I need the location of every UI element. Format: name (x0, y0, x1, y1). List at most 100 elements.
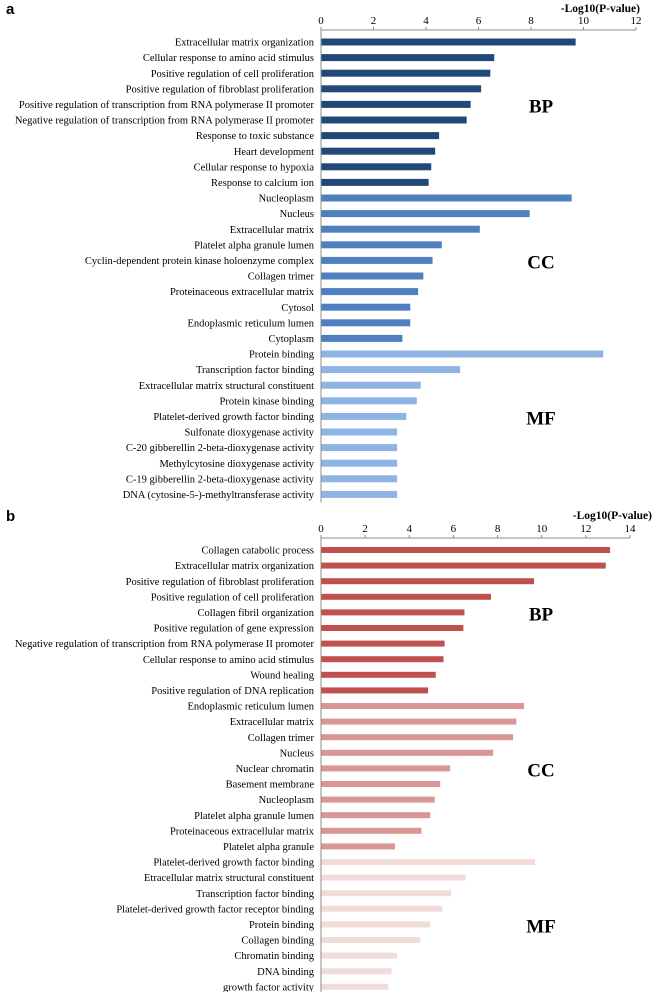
panel-b-bar (321, 812, 431, 819)
panel-b-category-label: Proteinaceous extracellular matrix (170, 826, 315, 837)
panel-a-bar (321, 210, 530, 218)
panel-a-category-label: C-20 gibberellin 2-beta-dioxygenase acti… (126, 443, 315, 454)
panel-a-category-label: Collagen trimer (248, 272, 315, 283)
panel-b-category-label: Transcription factor binding (196, 889, 315, 900)
panel-b-bar (321, 625, 464, 631)
panel-b-category-label: DNA binding (257, 967, 315, 978)
panel-b-category-label: Protein binding (249, 920, 315, 931)
panel-b-bar (321, 671, 436, 678)
panel-a-bar (321, 490, 398, 498)
panel-a-category-label: Cellular response to hypoxia (194, 162, 315, 173)
panel-b-category-label: Wound healing (250, 670, 314, 681)
panel-a-category-label: Transcription factor binding (196, 365, 315, 376)
panel-b-group-label-mf: MF (526, 916, 556, 937)
panel-b-x-tick-label: 14 (625, 523, 637, 535)
panel-b-category-label: Endoplasmic reticulum lumen (187, 702, 314, 713)
panel-b-bar (321, 781, 441, 787)
panel-b-category-label: Positive regulation of DNA replication (151, 686, 314, 697)
panel-b-bar (321, 703, 525, 709)
panel-b-category-label: Platelet alpha granule lumen (194, 811, 315, 822)
panel-b-x-tick-label: 6 (451, 523, 457, 535)
panel-a-x-tick-label: 4 (423, 15, 429, 27)
panel-a-category-label: Negative regulation of transcription fro… (15, 116, 315, 127)
panel-a-bar (321, 241, 442, 249)
panel-b-category-label: Nuclear chromatin (236, 764, 315, 775)
panel-a-x-tick-label: 6 (476, 15, 482, 27)
panel-b-category-label: Positive regulation of fibroblast prolif… (126, 577, 315, 588)
panel-a-bar (321, 147, 436, 155)
panel-a-category-label: Response to toxic substance (196, 131, 314, 142)
panel-b-category-label: Platelet-derived growth factor receptor … (116, 904, 314, 915)
panel-b-bar (321, 827, 422, 834)
panel-b-category-label: Basement membrane (226, 780, 315, 791)
panel-a-bar (321, 256, 433, 264)
panel-a-category-label: Extracellular matrix structural constitu… (139, 381, 314, 392)
panel-b-bar (321, 578, 534, 585)
panel-a-bar (321, 444, 398, 452)
panel-a-category-label: Proteinaceous extracellular matrix (170, 287, 315, 298)
panel-a-category-label: C-19 gibberellin 2-beta-dioxygenase acti… (126, 474, 315, 485)
panel-b-category-label: Cellular response to amino acid stimulus (143, 655, 314, 666)
panel-b-category-label: Chromatin binding (234, 951, 314, 962)
panel-a-bar (321, 225, 480, 233)
panel-b-category-label: Platelet-derived growth factor binding (153, 858, 314, 869)
panel-b-category-label: growth factor activity (223, 982, 315, 992)
panel-b-category-label: Nucleus (280, 748, 314, 759)
panel-b-bar (321, 609, 465, 616)
panel-b-group-label-bp: BP (529, 604, 554, 625)
panel-b-bar (321, 687, 429, 694)
panel-b-category-label: Positive regulation of gene expression (154, 624, 315, 635)
panel-b-bar (321, 640, 445, 647)
panel-b-category-label: Extracellular matrix organization (175, 561, 315, 572)
panel-b-bar (321, 796, 435, 803)
panel-b-x-axis-title: -Log10(P-value) (573, 510, 652, 522)
panel-a-bar (321, 475, 398, 483)
panel-b-x-tick-label: 8 (495, 523, 501, 535)
panel-a-category-label: Nucleoplasm (259, 194, 314, 205)
panel-b-x-tick-label: 4 (407, 523, 413, 535)
panel-b-bar (321, 547, 611, 553)
panel-b-bar (321, 859, 536, 865)
panel-b-bar (321, 734, 514, 741)
panel-b-bar (321, 890, 452, 897)
panel-a-bar (321, 397, 417, 405)
panel-a-category-label: Cytoplasm (268, 334, 314, 345)
panel-a-chart: a -Log10(P-value) 0 2 4 6 8 10 12 Extracellular… (6, 1, 642, 503)
panel-b-bar (321, 718, 517, 725)
panel-a-x-tick-label: 0 (318, 15, 324, 27)
panel-a-category-label: Platelet-derived growth factor binding (153, 412, 314, 423)
panel-a-category-label: Endoplasmic reticulum lumen (187, 318, 314, 329)
panel-b-bar (321, 921, 431, 928)
panel-a-letter: a (6, 1, 15, 18)
panel-a-bar (321, 54, 495, 62)
panel-b-chart: b -Log10(P-value) 0 2 4 6 8 10 12 14 Collagen ca… (6, 508, 652, 992)
panel-a-x-tick-label: 2 (371, 15, 377, 27)
panel-a-bar (321, 350, 604, 358)
panel-b-x-tick-label: 12 (580, 523, 591, 535)
panel-a-x-tick-label: 8 (528, 15, 534, 27)
panel-b-bar (321, 937, 421, 943)
panel-b-category-label: Platelet alpha granule (223, 842, 314, 853)
panel-a-bar (321, 366, 461, 374)
panel-a-category-label: Cellular response to amino acid stimulus (143, 53, 314, 64)
panel-a-bar (321, 38, 576, 46)
panel-b-bar (321, 749, 494, 756)
panel-b-bar (321, 952, 398, 959)
panel-a-category-label: Cytosol (281, 303, 314, 314)
panel-b-category-label: Collagen fibril organization (198, 608, 315, 619)
panel-a-x-tick-label: 10 (578, 15, 590, 27)
panel-b-group-label-cc: CC (527, 760, 554, 781)
panel-a-group-label-cc: CC (527, 252, 554, 273)
panel-a-bar (321, 163, 432, 171)
panel-a-bar (321, 381, 421, 389)
panel-b-bar (321, 874, 466, 881)
panel-a-category-label: Protein kinase binding (220, 396, 315, 407)
panel-a-category-label: Protein binding (249, 350, 315, 361)
panel-a-bar (321, 178, 429, 186)
panel-b-bar (321, 593, 491, 600)
panel-a-bar (321, 459, 398, 467)
panel-b-x-tick-label: 2 (362, 523, 368, 535)
panel-a-category-label: Positive regulation of cell proliferatio… (151, 69, 315, 80)
panel-a-bar (321, 288, 419, 296)
